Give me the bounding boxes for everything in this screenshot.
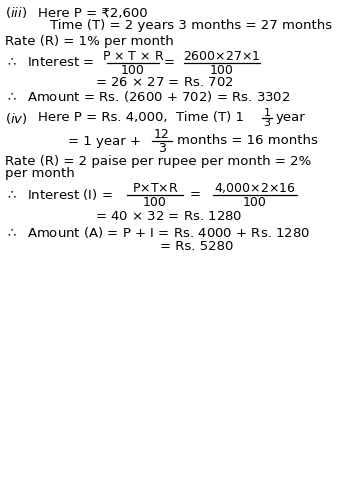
Text: per month: per month	[5, 168, 75, 180]
Text: 3: 3	[158, 141, 166, 154]
Text: $\therefore$  Amount = Rs. (2600 + 702) = Rs. 3302: $\therefore$ Amount = Rs. (2600 + 702) =…	[5, 90, 290, 105]
Text: $(iii)$: $(iii)$	[5, 5, 27, 21]
Text: P$\times$T$\times$R: P$\times$T$\times$R	[132, 181, 178, 195]
Text: = 26 $\times$ 27 = Rs. 702: = 26 $\times$ 27 = Rs. 702	[95, 76, 234, 90]
Text: = 40 $\times$ 32 = Rs. 1280: = 40 $\times$ 32 = Rs. 1280	[95, 210, 242, 222]
Text: 2600$\times$27$\times$1: 2600$\times$27$\times$1	[183, 49, 261, 63]
Text: 1: 1	[264, 108, 270, 118]
Text: Rate (R) = 1% per month: Rate (R) = 1% per month	[5, 35, 174, 48]
Text: Rate (R) = 2 paise per rupee per month = 2%: Rate (R) = 2 paise per rupee per month =…	[5, 154, 311, 168]
Text: 100: 100	[121, 64, 145, 76]
Text: 3: 3	[264, 118, 270, 128]
Text: Here P = Rs. 4,000,  Time (T) 1: Here P = Rs. 4,000, Time (T) 1	[38, 111, 244, 125]
Text: Time (T) = 2 years 3 months = 27 months: Time (T) = 2 years 3 months = 27 months	[50, 20, 332, 33]
Text: = 1 year +: = 1 year +	[68, 135, 141, 147]
Text: $\therefore$  Amount (A) = P + I = Rs. 4000 + Rs. 1280: $\therefore$ Amount (A) = P + I = Rs. 40…	[5, 224, 310, 240]
Text: $\therefore$  Interest (I) =: $\therefore$ Interest (I) =	[5, 187, 113, 203]
Text: $\therefore$  Interest =: $\therefore$ Interest =	[5, 57, 94, 70]
Text: $(iv)$: $(iv)$	[5, 110, 28, 126]
Text: =: =	[190, 188, 201, 202]
Text: 100: 100	[210, 64, 234, 76]
Text: months = 16 months: months = 16 months	[177, 135, 318, 147]
Text: P $\times$ T $\times$ R: P $\times$ T $\times$ R	[102, 49, 164, 63]
Text: 12: 12	[154, 128, 170, 141]
Text: =: =	[164, 57, 175, 70]
Text: year: year	[276, 111, 306, 125]
Text: 4,000$\times$2$\times$16: 4,000$\times$2$\times$16	[214, 181, 296, 195]
Text: 100: 100	[143, 196, 167, 209]
Text: = Rs. 5280: = Rs. 5280	[160, 240, 233, 252]
Text: Here P = ₹2,600: Here P = ₹2,600	[38, 6, 148, 20]
Text: 100: 100	[243, 196, 267, 209]
